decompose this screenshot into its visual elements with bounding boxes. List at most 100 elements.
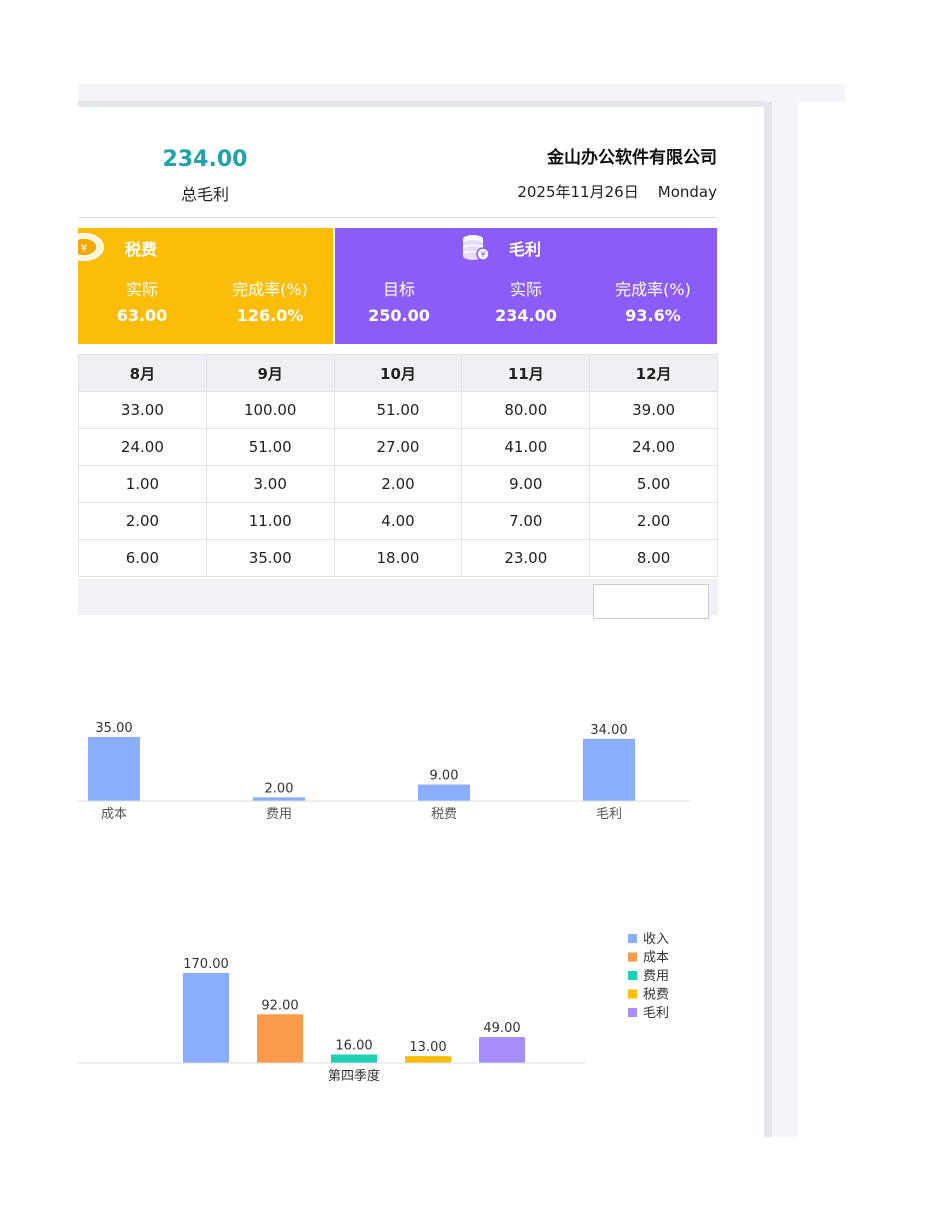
chart1-value-label: 35.00	[95, 721, 132, 736]
monthly-table: 8月 9月 10月 11月 12月 33.00 100.00 51.00 80.…	[78, 354, 718, 577]
table-cell[interactable]: 35.00	[205, 539, 335, 577]
table-cell[interactable]: 41.00	[461, 428, 591, 466]
legend-swatch	[628, 934, 637, 943]
chart1-value-label: 2.00	[265, 781, 294, 796]
footer-input-box[interactable]	[593, 584, 709, 619]
table-cell[interactable]: 5.00	[589, 465, 718, 503]
chart2-value-label: 13.00	[409, 1040, 446, 1055]
date-line: 2025年11月26日 Monday	[420, 181, 717, 202]
chart2-value-label: 49.00	[483, 1021, 520, 1036]
legend-label: 费用	[643, 969, 669, 984]
table-header-cell: 11月	[461, 354, 591, 392]
table-row: 6.00 35.00 18.00 23.00 8.00	[78, 539, 718, 577]
chart1-value-label: 9.00	[430, 769, 459, 784]
table-cell[interactable]: 1.00	[78, 465, 207, 503]
category-bar-chart: 35.00 成本 2.00 费用 9.00 税费 34.00 毛利	[78, 721, 690, 822]
table-cell[interactable]: 9.00	[461, 465, 591, 503]
table-header-row: 8月 9月 10月 11月 12月	[78, 354, 718, 392]
chart1-bar	[88, 737, 140, 801]
chart2-value-label: 170.00	[183, 957, 229, 972]
chart1-category-label: 税费	[431, 807, 457, 822]
legend-label: 税费	[643, 988, 669, 1003]
table-cell[interactable]: 3.00	[205, 465, 335, 503]
profit-actual-value: 234.00	[495, 306, 557, 325]
date-text: 2025年11月26日	[517, 183, 639, 201]
legend-swatch	[628, 989, 637, 999]
table-cell[interactable]: 6.00	[78, 539, 207, 577]
tax-actual-value: 63.00	[116, 306, 168, 325]
table-cell[interactable]: 24.00	[589, 428, 718, 466]
table-cell[interactable]: 18.00	[333, 539, 463, 577]
chart2-bar	[331, 1054, 377, 1063]
profit-panel-title: 毛利	[509, 240, 542, 259]
table-cell[interactable]: 2.00	[589, 502, 718, 540]
table-cell[interactable]: 33.00	[78, 391, 207, 429]
sheet-top-strip	[78, 84, 845, 102]
chart1-bar	[583, 738, 635, 801]
profit-rate-label: 完成率(%)	[615, 280, 691, 299]
chart1-bar	[418, 784, 470, 801]
table-row: 24.00 51.00 27.00 41.00 24.00	[78, 428, 718, 466]
total-gross-profit-value: 234.00	[162, 147, 248, 172]
table-cell[interactable]: 8.00	[589, 539, 718, 577]
table-header-cell: 8月	[78, 354, 207, 392]
table-header-cell: 9月	[205, 354, 335, 392]
legend-label: 收入	[643, 932, 669, 947]
chart1-category-label: 毛利	[596, 807, 622, 822]
table-cell[interactable]: 51.00	[205, 428, 335, 466]
legend-label: 毛利	[643, 1006, 669, 1021]
table-cell[interactable]: 11.00	[205, 502, 335, 540]
legend-label: 成本	[643, 951, 669, 966]
total-gross-profit-label: 总毛利	[180, 185, 229, 204]
table-cell[interactable]: 4.00	[333, 502, 463, 540]
table-header-cell: 12月	[589, 354, 718, 392]
profit-target-label: 目标	[382, 280, 415, 299]
chart1-value-label: 34.00	[590, 723, 627, 738]
svg-text:¥: ¥	[81, 243, 87, 254]
tax-panel-title: 税费	[125, 240, 158, 259]
chart2-bar	[257, 1014, 303, 1063]
chart1-category-label: 成本	[101, 807, 127, 822]
chart1-category-label: 费用	[266, 807, 292, 822]
tax-actual-label: 实际	[125, 280, 158, 299]
chart2-bar	[479, 1037, 525, 1063]
chart1-bar	[253, 797, 305, 801]
tax-panel: ¥ 税费 实际 63.00 完成率(%) 126.0%	[78, 228, 333, 344]
tax-rate-value: 126.0%	[236, 306, 304, 325]
quarter-bar-chart: 170.00 92.00 16.00 13.00 49.00 第四季度 收入成本费用税费毛…	[78, 932, 669, 1084]
company-name: 金山办公软件有限公司	[547, 148, 717, 168]
table-cell[interactable]: 7.00	[461, 502, 591, 540]
legend-swatch	[628, 952, 637, 962]
table-cell[interactable]: 100.00	[205, 391, 335, 429]
chart2-bar	[405, 1056, 451, 1063]
header-divider	[78, 217, 718, 218]
table-row: 33.00 100.00 51.00 80.00 39.00	[78, 391, 718, 429]
chart2-category-label: 第四季度	[328, 1068, 380, 1084]
table-row: 2.00 11.00 4.00 7.00 2.00	[78, 502, 718, 540]
table-cell[interactable]: 23.00	[461, 539, 591, 577]
chart2-bar	[183, 973, 229, 1063]
chart2-value-label: 92.00	[261, 998, 298, 1013]
svg-text:¥: ¥	[480, 250, 485, 259]
sheet-right-border	[764, 102, 772, 1137]
table-cell[interactable]: 27.00	[333, 428, 463, 466]
profit-target-value: 250.00	[368, 306, 430, 325]
table-cell[interactable]: 2.00	[333, 465, 463, 503]
table-cell[interactable]: 2.00	[78, 502, 207, 540]
sheet-top-border	[78, 101, 764, 107]
sheet-right-gutter	[772, 102, 798, 1137]
table-cell[interactable]: 39.00	[589, 391, 718, 429]
profit-actual-label: 实际	[509, 280, 542, 299]
chart2-value-label: 16.00	[335, 1039, 372, 1054]
profit-panel: ¥ 毛利 目标 250.00 实际 234.00 完成率(%) 93.6%	[335, 228, 717, 344]
coin-stack-icon: ¥	[461, 234, 491, 266]
table-cell[interactable]: 51.00	[333, 391, 463, 429]
coin-icon: ¥	[78, 232, 104, 266]
legend-swatch	[628, 1008, 637, 1017]
profit-rate-value: 93.6%	[625, 306, 681, 325]
tax-rate-label: 完成率(%)	[232, 280, 308, 299]
table-cell[interactable]: 80.00	[461, 391, 591, 429]
table-cell[interactable]: 24.00	[78, 428, 207, 466]
table-row: 1.00 3.00 2.00 9.00 5.00	[78, 465, 718, 503]
table-header-cell: 10月	[333, 354, 463, 392]
